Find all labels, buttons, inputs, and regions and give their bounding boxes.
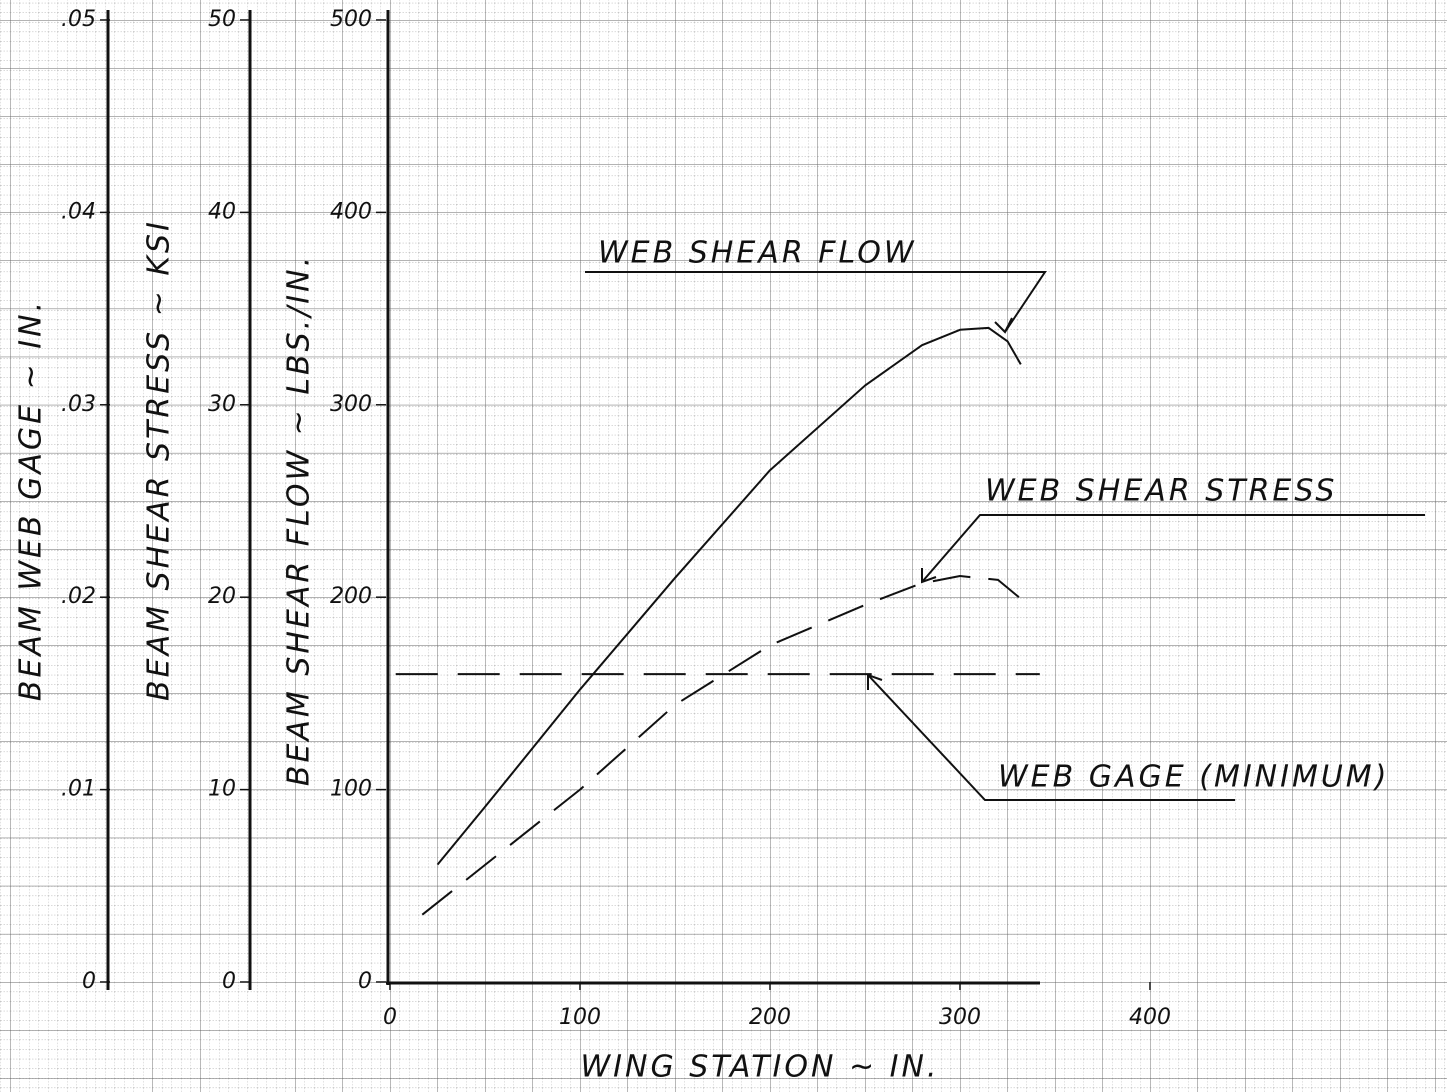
x-tick-label: 400 — [1129, 1005, 1171, 1030]
x-tick-label: 200 — [749, 1005, 791, 1030]
leader-line — [585, 271, 1047, 333]
series-line — [436, 326, 1022, 866]
arrowhead — [994, 317, 1013, 334]
y-tick-label: 500 — [330, 7, 372, 32]
y3-tick-label: .03 — [61, 392, 96, 417]
y-tick-label: 0 — [358, 969, 372, 994]
y2-tick-label: 0 — [222, 969, 236, 994]
series-label: WEB SHEAR STRESS — [985, 474, 1337, 509]
y3-tick-label: .04 — [61, 199, 96, 224]
y2-tick-label: 50 — [208, 7, 236, 32]
y3-axis-title: BEAM WEB GAGE ~ IN. — [14, 299, 49, 701]
arrowhead — [921, 568, 937, 584]
y2-tick-label: 20 — [208, 584, 236, 609]
y3-tick-label: 0 — [82, 969, 96, 994]
series-label: WEB SHEAR FLOW — [598, 236, 917, 271]
y2-tick-label: 10 — [208, 777, 236, 802]
y2-axis-title: BEAM SHEAR STRESS ~ KSI — [142, 219, 177, 701]
y-tick-label: 300 — [330, 392, 372, 417]
series-line — [421, 575, 1020, 916]
y-axis-title: BEAM SHEAR FLOW ~ LBS./IN. — [282, 254, 317, 786]
x-tick-label: 100 — [559, 1005, 601, 1030]
y3-tick-label: .05 — [61, 7, 96, 32]
y-tick-label: 100 — [330, 777, 372, 802]
y2-tick-label: 30 — [208, 392, 236, 417]
y2-tick-label: 40 — [208, 199, 236, 224]
x-axis-title: WING STATION ~ IN. — [581, 1050, 940, 1085]
leader-line — [921, 514, 1425, 583]
y-tick-label: 400 — [330, 199, 372, 224]
y3-tick-label: .01 — [61, 777, 96, 802]
leader-line — [867, 674, 1235, 801]
x-tick-label: 300 — [939, 1005, 981, 1030]
y3-tick-label: .02 — [61, 584, 96, 609]
y-tick-label: 200 — [330, 584, 372, 609]
series-label: WEB GAGE (MINIMUM) — [998, 760, 1389, 795]
x-tick-label: 0 — [383, 1005, 397, 1030]
